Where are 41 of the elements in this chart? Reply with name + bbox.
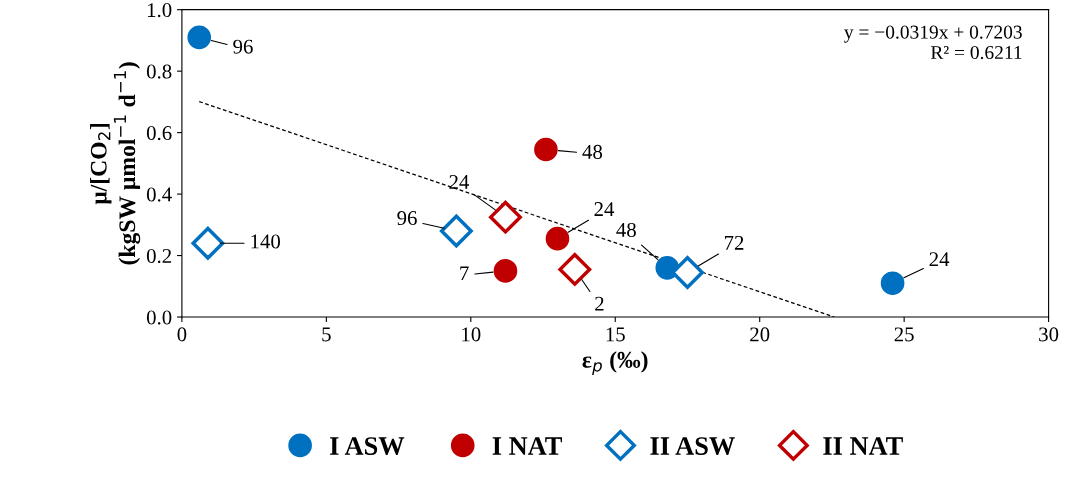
point bbox=[545, 226, 570, 251]
y-tick-label: 0.8 bbox=[146, 64, 172, 79]
y-tick-label: 0.2 bbox=[146, 248, 172, 264]
x-tick-label: 25 bbox=[894, 327, 914, 342]
annotation: 96 bbox=[233, 39, 253, 54]
point bbox=[558, 252, 592, 286]
annotation: 72 bbox=[724, 235, 744, 250]
y-axis-title: μ/[CO$_{2}$] (kgSW μmol$^{−1}$ d$^{−1}$) bbox=[90, 62, 141, 265]
annotation: 48 bbox=[616, 222, 636, 237]
annotation: 140 bbox=[251, 234, 281, 249]
legend-label: I ASW bbox=[330, 437, 405, 456]
point bbox=[187, 25, 212, 50]
annotation: 96 bbox=[397, 211, 417, 226]
point bbox=[671, 255, 704, 289]
point bbox=[489, 200, 522, 234]
legend-label: II ASW bbox=[650, 437, 735, 456]
legend-label: II NAT bbox=[823, 437, 903, 455]
x-tick-label: 20 bbox=[750, 327, 770, 342]
annotation: y = −0.0319x + 0.7203 R² = 0.6211 bbox=[844, 25, 1022, 60]
point bbox=[534, 137, 558, 162]
annotation: 48 bbox=[582, 144, 603, 159]
legend-label: I NAT bbox=[492, 437, 562, 455]
x-axis-title: ε$_{p}$ (‰) bbox=[582, 351, 648, 375]
point bbox=[191, 226, 225, 260]
y-tick-label: 0.4 bbox=[146, 187, 172, 202]
x-tick-label: 15 bbox=[606, 327, 625, 342]
x-tick-label: 10 bbox=[462, 327, 481, 342]
x-tick-label: 5 bbox=[322, 327, 331, 342]
y-tick-label: 1.0 bbox=[147, 3, 172, 18]
annotation: 24 bbox=[929, 252, 950, 266]
point bbox=[880, 271, 905, 296]
y-tick-label: 0.6 bbox=[146, 125, 172, 141]
annotation: 7 bbox=[460, 266, 469, 281]
annotation: 24 bbox=[594, 202, 615, 216]
annotation: 24 bbox=[449, 175, 470, 189]
point bbox=[493, 259, 518, 283]
point bbox=[439, 214, 473, 248]
x-tick-label: 30 bbox=[1039, 327, 1059, 342]
annotation: 2 bbox=[595, 296, 604, 311]
x-tick-label: 0 bbox=[177, 327, 187, 342]
y-tick-label: 0.0 bbox=[146, 310, 172, 325]
